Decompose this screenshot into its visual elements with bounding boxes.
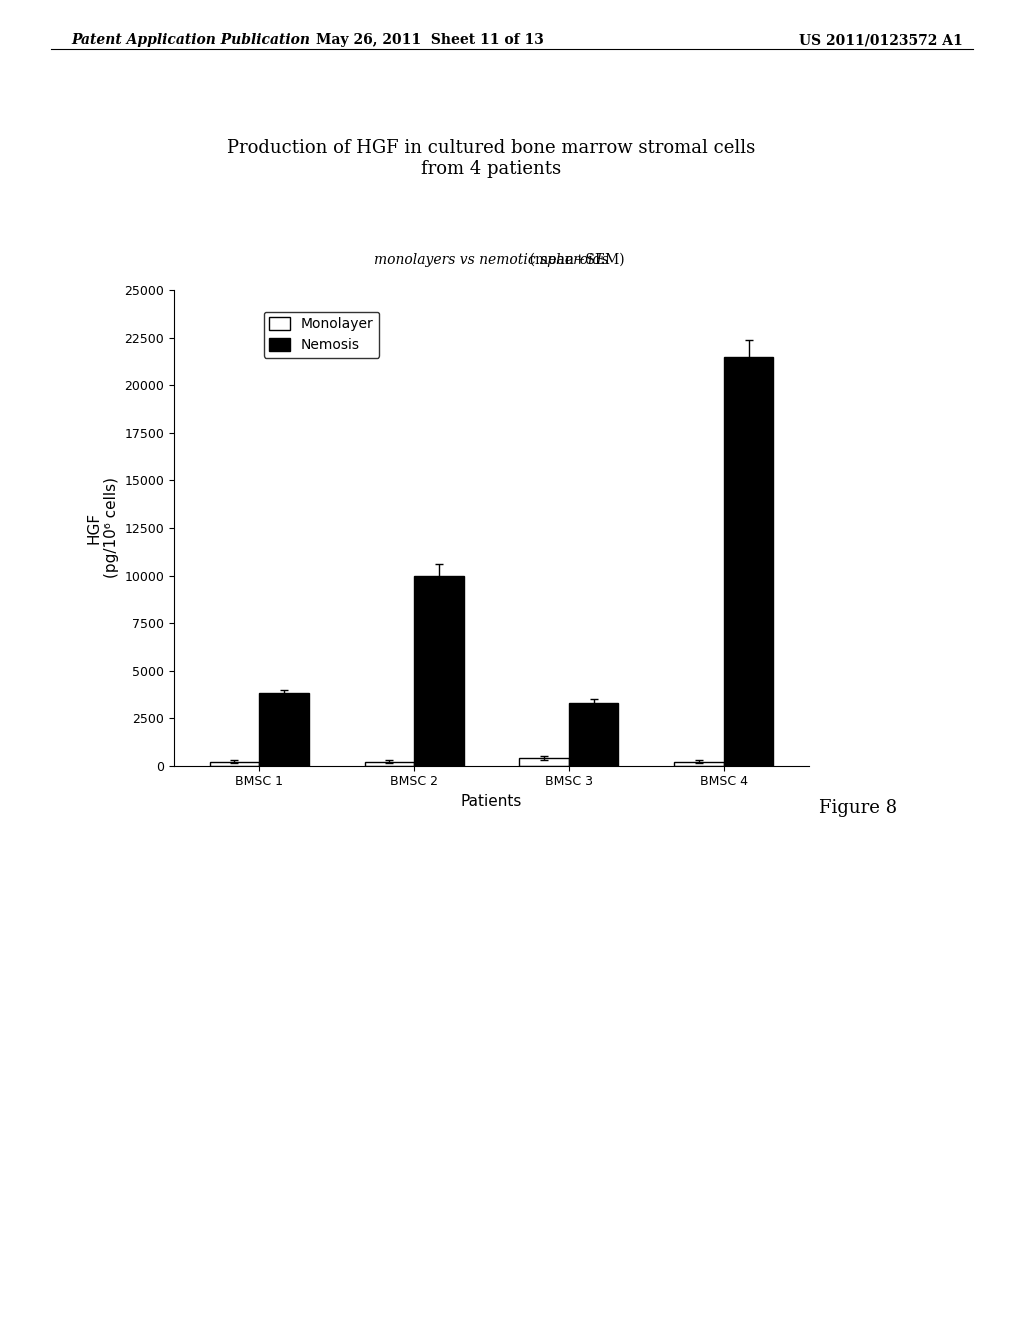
Bar xyxy=(519,758,569,766)
Text: monolayers vs nemotic spheroids: monolayers vs nemotic spheroids xyxy=(374,252,609,267)
Text: Patent Application Publication: Patent Application Publication xyxy=(72,33,310,48)
Legend: Monolayer, Nemosis: Monolayer, Nemosis xyxy=(263,312,379,358)
Bar xyxy=(569,702,618,766)
Bar xyxy=(210,762,259,766)
X-axis label: Patients: Patients xyxy=(461,793,522,809)
Text: US 2011/0123572 A1: US 2011/0123572 A1 xyxy=(799,33,963,48)
Bar xyxy=(414,576,464,766)
Text: Production of HGF in cultured bone marrow stromal cells
from 4 patients: Production of HGF in cultured bone marro… xyxy=(227,140,756,178)
Bar xyxy=(365,762,414,766)
Y-axis label: HGF
(pg/10⁶ cells): HGF (pg/10⁶ cells) xyxy=(86,478,119,578)
Text: (mean+SEM): (mean+SEM) xyxy=(358,252,625,267)
Bar xyxy=(674,762,724,766)
Bar xyxy=(724,356,773,766)
Bar xyxy=(259,693,309,766)
Text: Figure 8: Figure 8 xyxy=(819,799,897,817)
Text: May 26, 2011  Sheet 11 of 13: May 26, 2011 Sheet 11 of 13 xyxy=(316,33,544,48)
